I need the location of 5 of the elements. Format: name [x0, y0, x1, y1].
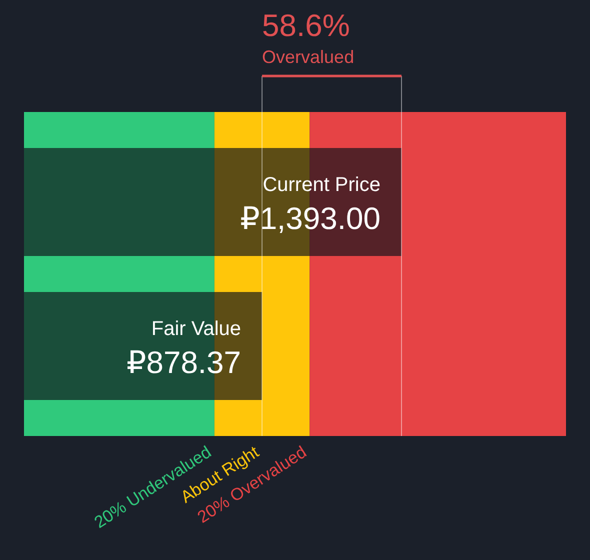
text: 58.6% [262, 8, 350, 43]
data-label: ₽878.37 [126, 345, 242, 380]
text: Overvalued [262, 47, 354, 67]
y-tick-label: Current Price [262, 174, 381, 196]
y-tick-label: Fair Value [151, 318, 242, 340]
